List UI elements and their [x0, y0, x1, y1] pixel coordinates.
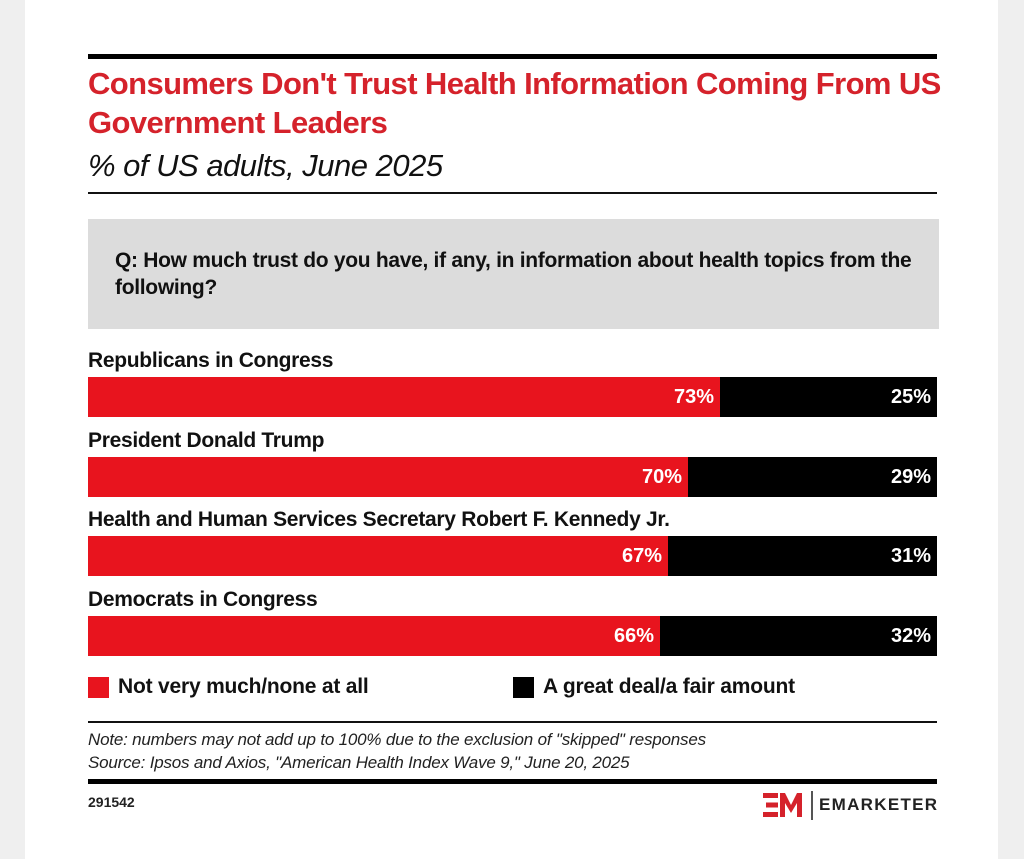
- data-label-not-much: 67%: [621, 545, 662, 568]
- bar-segment-great-deal: 32%: [660, 616, 937, 657]
- category-label: President Donald Trump: [88, 428, 325, 452]
- category-label: Health and Human Services Secretary Robe…: [88, 508, 670, 532]
- question-text: Q: How much trust do you have, if any, i…: [115, 249, 912, 299]
- data-label-not-much: 70%: [641, 465, 682, 488]
- source-text: Source: Ipsos and Axios, "American Healt…: [88, 753, 630, 772]
- chart-card: [25, 0, 998, 859]
- chart-id: 291542: [88, 794, 135, 810]
- bar-segment-not-much: 66%: [88, 616, 660, 657]
- bar-segment-great-deal: 25%: [720, 377, 937, 417]
- header-divider: [88, 192, 937, 194]
- chart-title: Consumers Don't Trust Health Information…: [88, 66, 941, 140]
- legend-label-great-deal: A great deal/a fair amount: [543, 675, 795, 698]
- bar-segment-not-much: 67%: [88, 536, 668, 577]
- top-rule: [88, 54, 937, 59]
- legend-swatch-not-much: [88, 677, 109, 698]
- bar-segment-not-much: 73%: [88, 377, 720, 417]
- bar-segment-great-deal: 29%: [688, 456, 937, 497]
- data-label-not-much: 73%: [673, 386, 714, 408]
- chart-subtitle: % of US adults, June 2025: [88, 148, 443, 183]
- brand-name: EMARKETER: [819, 795, 939, 814]
- data-label-great-deal: 32%: [890, 625, 931, 648]
- category-label: Republicans in Congress: [88, 349, 334, 372]
- bottom-rule: [88, 779, 937, 784]
- footer-divider: [88, 721, 937, 723]
- legend-label-not-much: Not very much/none at all: [118, 675, 369, 698]
- emarketer-logo-icon: [763, 793, 802, 817]
- logo-divider: [811, 791, 813, 820]
- category-label: Democrats in Congress: [88, 588, 318, 612]
- question-box: Q: How much trust do you have, if any, i…: [88, 219, 939, 329]
- note-text: Note: numbers may not add up to 100% due…: [88, 730, 706, 749]
- data-label-great-deal: 31%: [890, 545, 931, 568]
- bar-segment-great-deal: 31%: [668, 536, 937, 577]
- bar-segment-not-much: 70%: [88, 456, 688, 497]
- legend-swatch-great-deal: [513, 677, 534, 698]
- data-label-great-deal: 29%: [890, 465, 931, 488]
- data-label-great-deal: 25%: [890, 386, 931, 408]
- data-label-not-much: 66%: [613, 625, 654, 648]
